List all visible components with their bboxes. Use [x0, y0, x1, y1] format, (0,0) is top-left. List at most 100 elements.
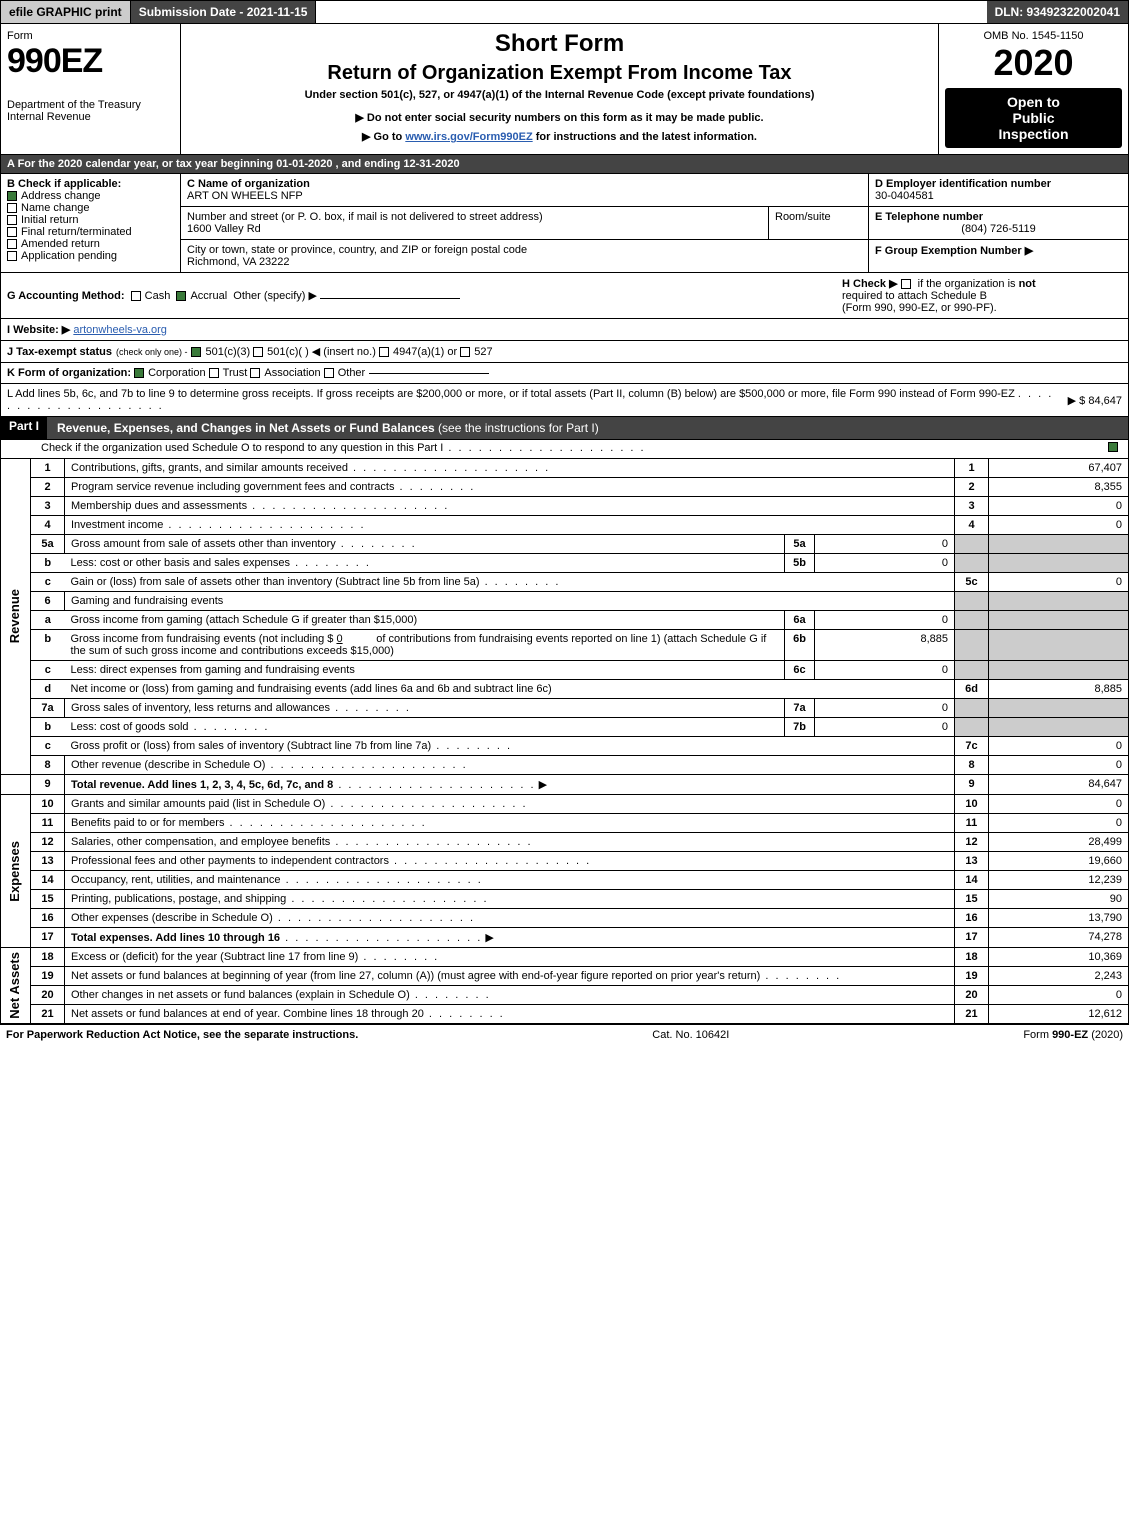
line-21-text: Net assets or fund balances at end of ye…	[71, 1008, 424, 1020]
address-change-label: Address change	[21, 190, 101, 202]
website-link[interactable]: artonwheels-va.org	[73, 324, 167, 336]
footer-right-post: (2020)	[1088, 1029, 1123, 1041]
line-6-greybox	[955, 592, 989, 611]
checkbox-other-org[interactable]	[324, 368, 334, 378]
line-17-text: Total expenses. Add lines 10 through 16	[71, 932, 280, 944]
line-18-amount: 10,369	[989, 948, 1129, 967]
line-18-num: 18	[31, 948, 65, 967]
gross-receipts-amount: ▶ $ 84,647	[1060, 394, 1122, 407]
tax-year: 2020	[945, 42, 1122, 84]
row-i-label: I Website: ▶	[7, 323, 70, 336]
line-6c-num: c	[31, 661, 65, 680]
subtitle: Under section 501(c), 527, or 4947(a)(1)…	[187, 89, 932, 101]
row-g-h: G Accounting Method: Cash Accrual Other …	[0, 273, 1129, 319]
box-f-label: F Group Exemption Number ▶	[875, 244, 1122, 257]
line-5a-greyamt	[989, 535, 1129, 554]
footer-right-pre: Form	[1023, 1029, 1052, 1041]
page-footer: For Paperwork Reduction Act Notice, see …	[0, 1024, 1129, 1045]
501c3-label: 501(c)(3)	[205, 346, 250, 358]
checkbox-address-change[interactable]	[7, 191, 17, 201]
line-6b-num: b	[31, 630, 65, 661]
line-5c-box: 5c	[955, 573, 989, 592]
checkbox-527[interactable]	[460, 347, 470, 357]
row-j-sub: (check only one) -	[116, 347, 188, 357]
checkbox-amended-return[interactable]	[7, 239, 17, 249]
line-7a-greybox	[955, 699, 989, 718]
line-4-box: 4	[955, 516, 989, 535]
footer-mid: Cat. No. 10642I	[652, 1029, 729, 1041]
checkbox-application-pending[interactable]	[7, 251, 17, 261]
checkbox-initial-return[interactable]	[7, 215, 17, 225]
org-name: ART ON WHEELS NFP	[187, 190, 862, 202]
box-d-label: D Employer identification number	[875, 178, 1122, 190]
line-6b-inbox: 6b	[785, 630, 815, 661]
line-11-text: Benefits paid to or for members	[71, 817, 427, 829]
row-h-text-1: if the organization is	[918, 278, 1019, 290]
instructions-link[interactable]: www.irs.gov/Form990EZ	[405, 131, 532, 143]
line-6a-greyamt	[989, 611, 1129, 630]
efile-button[interactable]: efile GRAPHIC print	[1, 1, 131, 23]
line-17-amount: 74,278	[989, 928, 1129, 948]
instr-2-post: for instructions and the latest informat…	[533, 131, 757, 143]
checkbox-association[interactable]	[250, 368, 260, 378]
footer-right: Form 990-EZ (2020)	[1023, 1029, 1123, 1041]
line-13-box: 13	[955, 852, 989, 871]
line-7b-greyamt	[989, 718, 1129, 737]
line-1-amount: 67,407	[989, 459, 1129, 478]
line-20-box: 20	[955, 986, 989, 1005]
line-12-text: Salaries, other compensation, and employ…	[71, 836, 533, 848]
checkbox-name-change[interactable]	[7, 203, 17, 213]
line-15-amount: 90	[989, 890, 1129, 909]
line-6-greyamt	[989, 592, 1129, 611]
line-15-num: 15	[31, 890, 65, 909]
line-6d-box: 6d	[955, 680, 989, 699]
ein: 30-0404581	[875, 190, 1122, 202]
line-21-num: 21	[31, 1005, 65, 1024]
line-12-amount: 28,499	[989, 833, 1129, 852]
checkbox-501c3[interactable]	[191, 347, 201, 357]
line-10-amount: 0	[989, 795, 1129, 814]
submission-date-button[interactable]: Submission Date - 2021-11-15	[131, 1, 317, 23]
top-bar: efile GRAPHIC print Submission Date - 20…	[0, 0, 1129, 24]
line-7b-inbox: 7b	[785, 718, 815, 737]
line-6d-num: d	[31, 680, 65, 699]
line-18-text: Excess or (deficit) for the year (Subtra…	[71, 951, 358, 963]
line-4-amount: 0	[989, 516, 1129, 535]
checkbox-cash[interactable]	[131, 291, 141, 301]
line-1-box: 1	[955, 459, 989, 478]
short-form-title: Short Form	[187, 30, 932, 58]
line-19-num: 19	[31, 967, 65, 986]
checkbox-final-return[interactable]	[7, 227, 17, 237]
line-21-amount: 12,612	[989, 1005, 1129, 1024]
checkbox-schedule-o[interactable]	[1108, 442, 1118, 452]
line-3-text: Membership dues and assessments	[71, 500, 449, 512]
box-e-label: E Telephone number	[875, 211, 1122, 223]
other-org-input[interactable]	[369, 373, 489, 374]
line-9-amount: 84,647	[989, 775, 1129, 795]
checkbox-accrual[interactable]	[176, 291, 186, 301]
dept-label: Department of the Treasury	[7, 99, 174, 111]
line-7c-text: Gross profit or (loss) from sales of inv…	[71, 740, 513, 752]
line-7a-inbox: 7a	[785, 699, 815, 718]
line-5a-inval: 0	[815, 535, 955, 554]
info-box: B Check if applicable: Address change Na…	[0, 174, 1129, 273]
other-specify-input[interactable]	[320, 298, 460, 299]
checkbox-trust[interactable]	[209, 368, 219, 378]
line-6b-greybox	[955, 630, 989, 661]
line-5b-greybox	[955, 554, 989, 573]
checkbox-4947[interactable]	[379, 347, 389, 357]
line-7a-num: 7a	[31, 699, 65, 718]
checkbox-corporation[interactable]	[134, 368, 144, 378]
line-7c-amount: 0	[989, 737, 1129, 756]
checkbox-schedule-b[interactable]	[901, 279, 911, 289]
box-c: C Name of organization ART ON WHEELS NFP…	[181, 174, 868, 272]
city-label: City or town, state or province, country…	[187, 244, 862, 256]
row-g-label: G Accounting Method:	[7, 290, 125, 302]
line-6b-contrib-amount: 0	[336, 633, 342, 645]
line-21-box: 21	[955, 1005, 989, 1024]
line-17-num: 17	[31, 928, 65, 948]
checkbox-501c[interactable]	[253, 347, 263, 357]
trust-label: Trust	[223, 367, 248, 379]
line-10-text: Grants and similar amounts paid (list in…	[71, 798, 528, 810]
line-2-amount: 8,355	[989, 478, 1129, 497]
